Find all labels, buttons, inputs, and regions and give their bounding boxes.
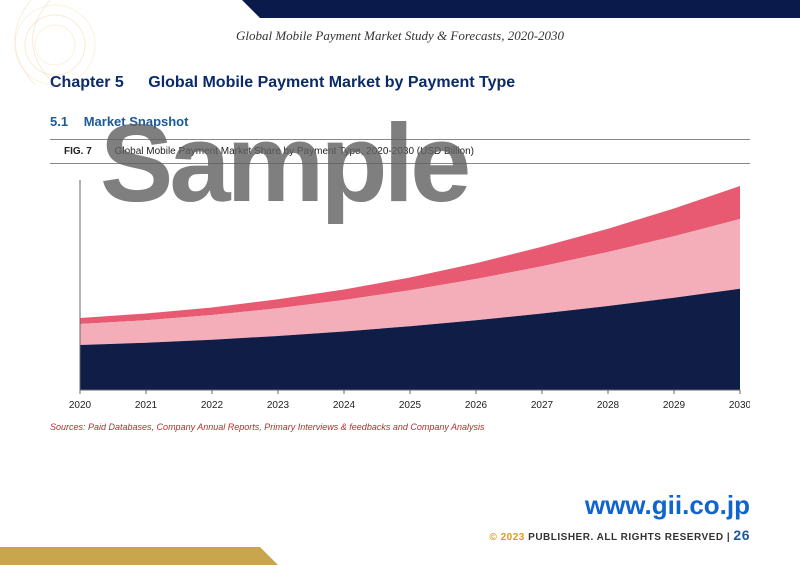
section-number: 5.1 — [50, 114, 68, 129]
publisher-text: PUBLISHER. ALL RIGHTS RESERVED | — [528, 532, 730, 543]
area-chart: 2020 2021 2022 2023 2024 2025 2026 2027 2028 2029… — [50, 170, 750, 420]
x-label: 2028 — [597, 400, 620, 411]
x-label: 2027 — [531, 400, 554, 411]
chapter-heading: Chapter 5 Global Mobile Payment Market b… — [50, 74, 750, 92]
x-label: 2024 — [333, 400, 356, 411]
footer: © 2023 PUBLISHER. ALL RIGHTS RESERVED | … — [489, 527, 750, 543]
figure-caption: Global Mobile Payment Market Share by Pa… — [115, 146, 474, 157]
x-label: 2023 — [267, 400, 290, 411]
chapter-number: Chapter 5 — [50, 74, 124, 92]
section-heading: 5.1 Market Snapshot — [50, 114, 750, 129]
page-number: 26 — [733, 527, 750, 543]
chart-svg: 2020 2021 2022 2023 2024 2025 2026 2027 2028 2029… — [50, 170, 750, 420]
copyright: © 2023 — [489, 532, 524, 543]
x-label: 2020 — [69, 400, 92, 411]
x-label: 2026 — [465, 400, 488, 411]
x-label: 2025 — [399, 400, 422, 411]
x-label: 2022 — [201, 400, 224, 411]
document-header: Global Mobile Payment Market Study & For… — [50, 28, 750, 44]
x-label: 2030 — [729, 400, 750, 411]
x-label: 2021 — [135, 400, 158, 411]
sources-note: Sources: Paid Databases, Company Annual … — [50, 422, 750, 432]
section-title: Market Snapshot — [84, 114, 189, 129]
figure-caption-box: FIG. 7 Global Mobile Payment Market Shar… — [50, 139, 750, 164]
figure-label: FIG. 7 — [64, 146, 92, 157]
watermark-url: www.gii.co.jp — [585, 490, 750, 521]
document-page: Global Mobile Payment Market Study & For… — [0, 0, 800, 565]
top-accent-bar — [260, 0, 800, 18]
bottom-accent-bar — [0, 547, 260, 565]
x-label: 2029 — [663, 400, 686, 411]
chapter-title: Global Mobile Payment Market by Payment … — [148, 74, 515, 91]
